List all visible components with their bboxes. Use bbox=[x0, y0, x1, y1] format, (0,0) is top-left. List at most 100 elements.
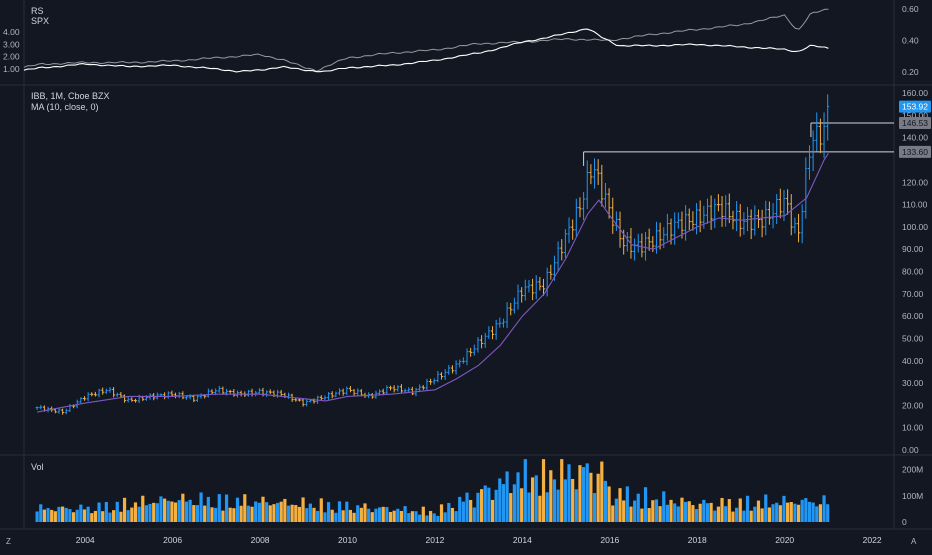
volume-bar bbox=[490, 499, 495, 522]
price-tick-label: 50.00 bbox=[902, 333, 924, 343]
volume-bar bbox=[101, 511, 105, 522]
price-bar bbox=[443, 369, 447, 380]
volume-bar bbox=[177, 500, 181, 522]
price-tags: 153.92 146.53 133.60 bbox=[899, 100, 931, 158]
price-tick-label: 110.00 bbox=[902, 200, 928, 210]
volume-bar bbox=[272, 504, 276, 522]
volume-bar bbox=[680, 497, 684, 522]
volume-bar bbox=[90, 513, 94, 522]
zoom-reset-button[interactable]: Z bbox=[6, 537, 11, 546]
price-tick-label: 80.00 bbox=[902, 267, 924, 277]
price-bar bbox=[487, 326, 491, 340]
price-bar bbox=[509, 302, 513, 316]
volume-bar bbox=[745, 495, 750, 522]
price-bars[interactable] bbox=[35, 94, 830, 415]
volume-bar bbox=[137, 506, 141, 522]
volume-bar bbox=[50, 509, 54, 522]
price-bar bbox=[571, 219, 575, 240]
price-bar bbox=[782, 190, 786, 222]
price-bar bbox=[498, 317, 502, 328]
volume-bar bbox=[330, 509, 334, 522]
price-bar bbox=[217, 385, 221, 393]
volume-bar bbox=[640, 508, 644, 522]
price-bar bbox=[578, 197, 582, 218]
volume-bar bbox=[228, 507, 232, 522]
price-bar bbox=[527, 280, 531, 293]
volume-bar bbox=[786, 502, 790, 522]
volume-bar bbox=[698, 503, 702, 522]
price-bar bbox=[625, 231, 629, 252]
price-bar bbox=[469, 347, 473, 357]
price-bar bbox=[574, 198, 578, 237]
ma-line-group bbox=[36, 152, 829, 413]
volume-bar bbox=[574, 489, 578, 522]
price-bar bbox=[705, 198, 709, 224]
price-bar bbox=[174, 392, 178, 399]
volume-bar bbox=[509, 493, 513, 522]
volume-bar bbox=[428, 510, 433, 522]
volume-bar bbox=[166, 500, 170, 522]
volume-bar bbox=[144, 505, 149, 522]
volume-bar bbox=[348, 509, 353, 522]
volume-bar bbox=[352, 512, 356, 522]
price-bar bbox=[133, 398, 137, 403]
volume-bar bbox=[731, 511, 735, 522]
price-tick-label: 30.00 bbox=[902, 378, 924, 388]
volume-bar bbox=[716, 506, 720, 522]
price-tick-label: 70.00 bbox=[902, 289, 924, 299]
volume-bar bbox=[552, 479, 557, 522]
price-bar bbox=[392, 385, 396, 393]
auto-scale-button[interactable]: A bbox=[911, 537, 917, 546]
price-bar bbox=[279, 389, 283, 397]
price-bar bbox=[90, 392, 94, 397]
volume-bar bbox=[57, 506, 61, 522]
volume-bar bbox=[811, 502, 815, 522]
volume-bar bbox=[407, 513, 411, 522]
time-axis[interactable]: 2004 2006 2008 2010 2012 2014 2016 2018 2020 2022 bbox=[76, 535, 882, 545]
price-axis[interactable]: 160.00 150.00 140.00 120.00 110.00 100.00 90.0… bbox=[902, 88, 928, 455]
price-bar bbox=[742, 212, 746, 235]
price-bar bbox=[563, 229, 567, 258]
price-bar bbox=[822, 112, 826, 158]
price-tag-label: 133.60 bbox=[902, 147, 928, 157]
volume-bar bbox=[633, 500, 637, 522]
volume-bar bbox=[239, 505, 243, 522]
volume-bar bbox=[600, 461, 604, 522]
volume-bar bbox=[724, 506, 728, 522]
rs-right-tick-label: 0.40 bbox=[902, 36, 919, 46]
pane-separators bbox=[0, 0, 932, 530]
volume-bar bbox=[439, 504, 444, 522]
price-bar bbox=[695, 203, 699, 235]
price-bar bbox=[651, 236, 655, 253]
price-bar bbox=[246, 389, 250, 397]
price-bar bbox=[257, 388, 261, 395]
volume-bar bbox=[312, 507, 316, 522]
price-bar bbox=[793, 217, 797, 234]
price-bar bbox=[771, 203, 775, 229]
price-bar bbox=[607, 188, 611, 219]
volume-bar bbox=[195, 505, 200, 522]
volume-bar bbox=[465, 492, 469, 522]
volume-bar bbox=[800, 499, 804, 522]
volume-bar bbox=[305, 508, 309, 522]
volume-bar bbox=[647, 508, 651, 522]
price-bar bbox=[454, 360, 458, 375]
price-bar bbox=[480, 335, 484, 349]
volume-bar bbox=[359, 507, 363, 522]
volume-bar bbox=[512, 484, 516, 522]
volume-bar bbox=[581, 467, 586, 522]
volume-bar bbox=[818, 504, 823, 522]
volume-bar bbox=[192, 505, 196, 522]
price-bar bbox=[720, 195, 724, 227]
volume-bar bbox=[665, 504, 669, 522]
volume-bar bbox=[458, 496, 462, 522]
price-bar bbox=[531, 278, 535, 301]
volume-bar bbox=[337, 501, 342, 522]
volume-bar bbox=[82, 509, 87, 522]
price-bar bbox=[647, 228, 651, 251]
volume-bar bbox=[301, 497, 305, 522]
volume-bar bbox=[246, 505, 251, 522]
price-bar bbox=[818, 118, 822, 154]
